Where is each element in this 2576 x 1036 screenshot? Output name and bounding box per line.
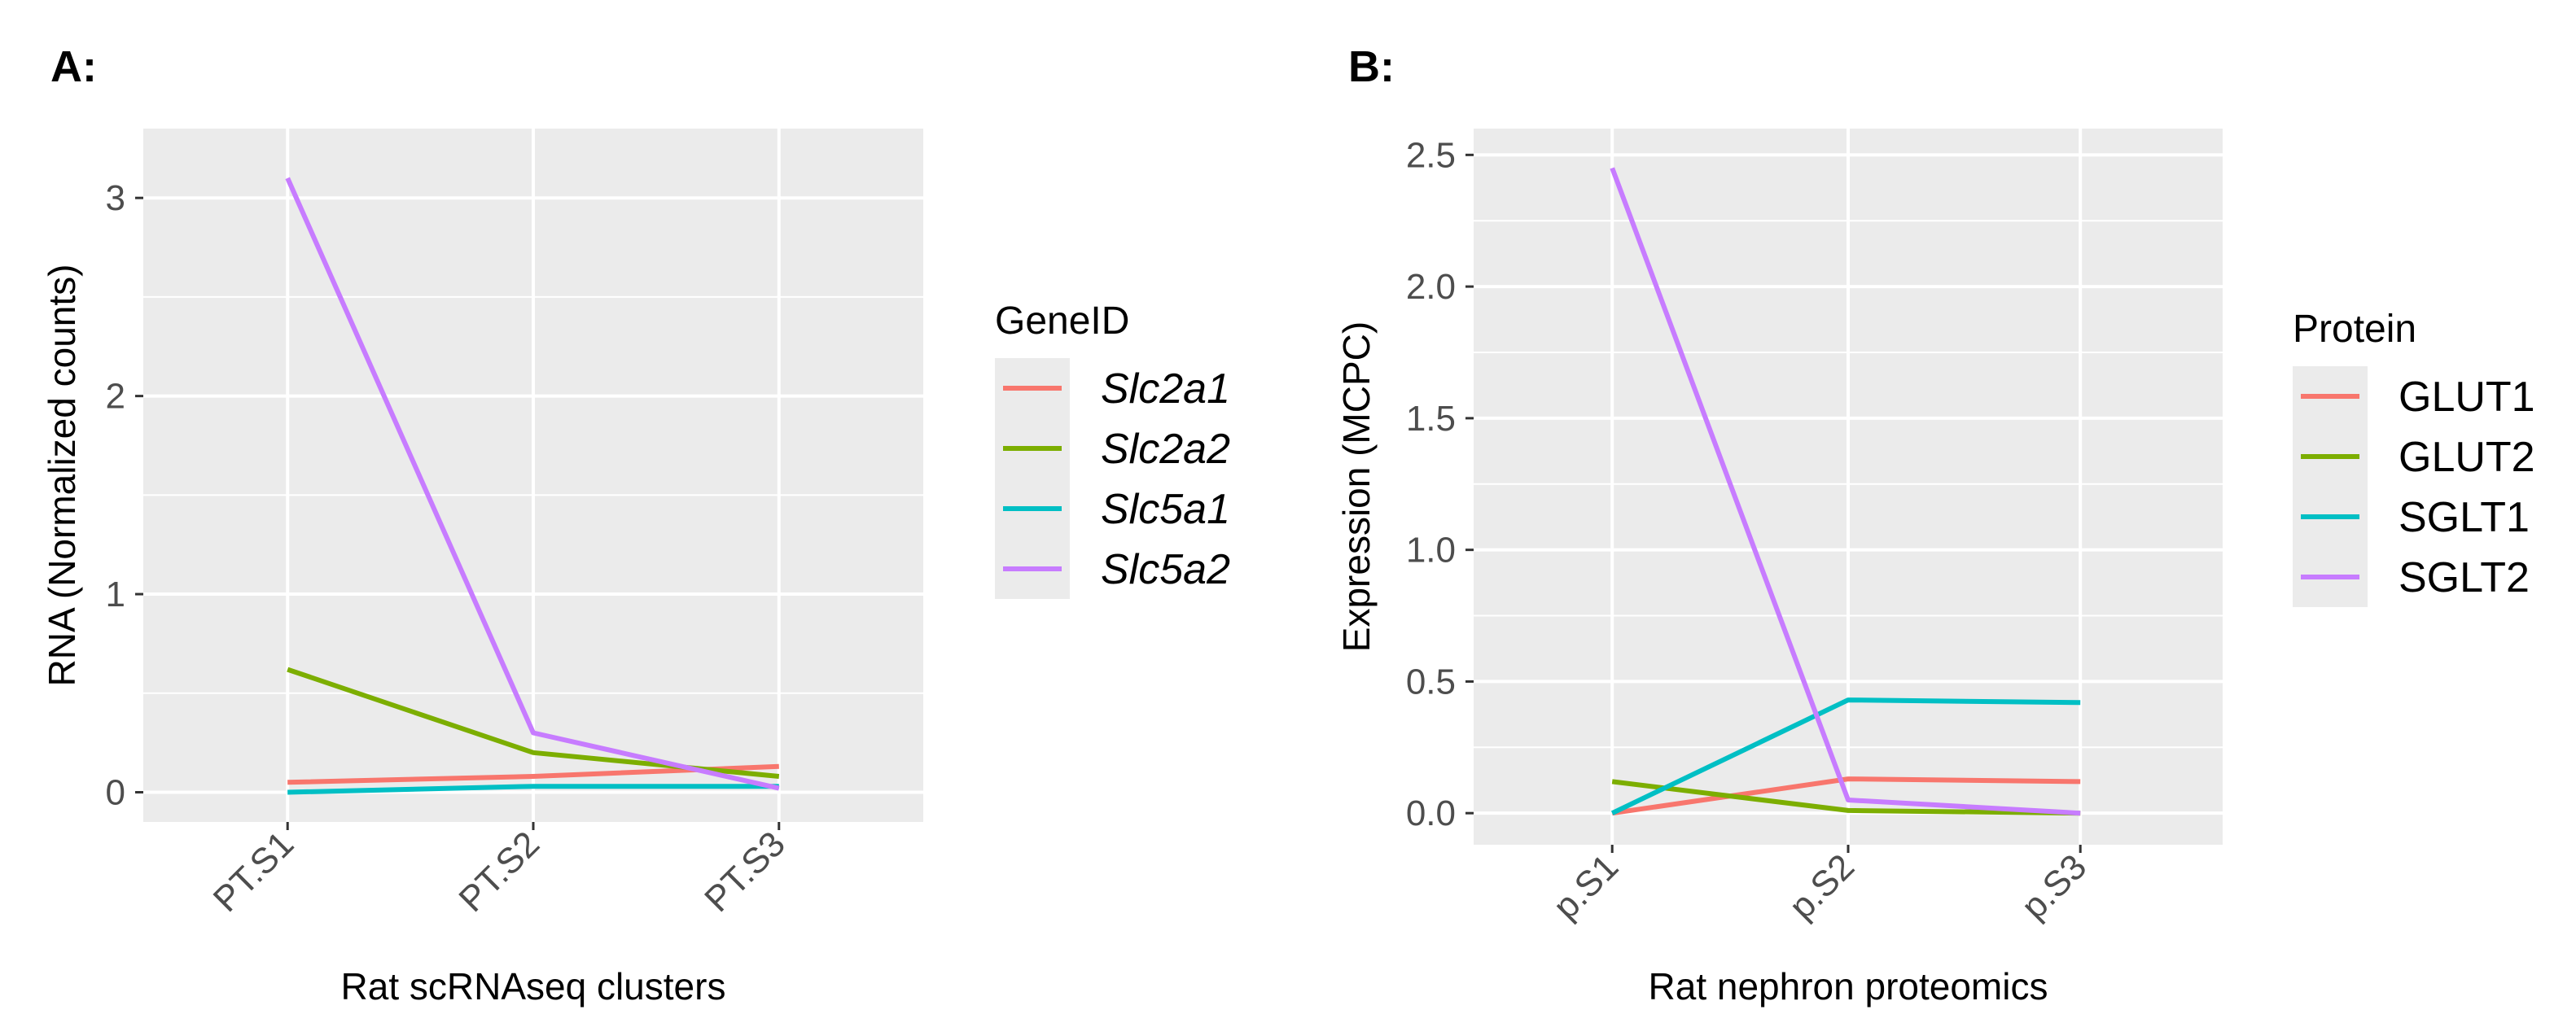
y-tick-label: 0.0 (1406, 793, 1456, 833)
panel-label: B: (1348, 42, 1395, 91)
legend-label: SGLT2 (2399, 554, 2530, 601)
series-line-sglt1 (1610, 697, 2081, 815)
y-tick-label: 1.0 (1406, 531, 1456, 570)
series-line-slc5a2 (285, 177, 780, 791)
series-line-slc5a1 (287, 784, 779, 795)
legend-label: GLUT1 (2399, 374, 2535, 421)
x-tick-label: p.S1 (1546, 846, 1627, 927)
y-tick-label: 1 (106, 575, 125, 614)
x-axis-title: Rat nephron proteomics (1649, 965, 2048, 1008)
y-tick-label: 0.5 (1406, 662, 1456, 702)
series-line-glut1 (1611, 776, 2081, 816)
legend-label: Slc5a2 (1101, 546, 1230, 593)
y-tick-label: 1.5 (1406, 399, 1456, 439)
x-tick-label: PT.S1 (206, 824, 302, 920)
panel-label: A: (50, 42, 97, 91)
x-tick-label: PT.S3 (697, 824, 793, 920)
x-tick-label: p.S3 (2014, 846, 2095, 927)
series-line-glut2 (1611, 779, 2081, 816)
y-tick-label: 3 (106, 178, 125, 218)
legend-title: GeneID (995, 299, 1129, 343)
x-axis-title: Rat scRNAseq clusters (341, 965, 726, 1008)
legend-label: Slc2a2 (1101, 426, 1230, 473)
legend-title: Protein (2293, 308, 2416, 351)
x-tick-label: p.S2 (1781, 846, 1862, 927)
series-line-sglt2 (1610, 167, 2081, 816)
panel-a: A: 0 1 2 3 PT.S1 PT.S2 PT.S3 RNA (Normalized cou… (41, 42, 1230, 1008)
x-tick-label: PT.S2 (451, 824, 547, 920)
legend-label: SGLT1 (2399, 494, 2530, 541)
y-tick-label: 2.0 (1406, 267, 1456, 307)
y-axis-title: Expression (MCPC) (1335, 321, 1378, 652)
legend-label: Slc2a1 (1101, 365, 1230, 413)
legend-label: Slc5a1 (1101, 486, 1230, 533)
y-tick-label: 0 (106, 772, 125, 812)
y-axis-title: RNA (Normalized counts) (41, 264, 83, 687)
y-tick-label: 2 (106, 377, 125, 417)
y-tick-label: 2.5 (1406, 135, 1456, 175)
legend-label: GLUT2 (2399, 434, 2535, 481)
panel-b: B: 0.0 0.5 1.0 1.5 2.0 2.5 p.S1 p.S2 p.S3 Expressi… (1335, 42, 2535, 1008)
